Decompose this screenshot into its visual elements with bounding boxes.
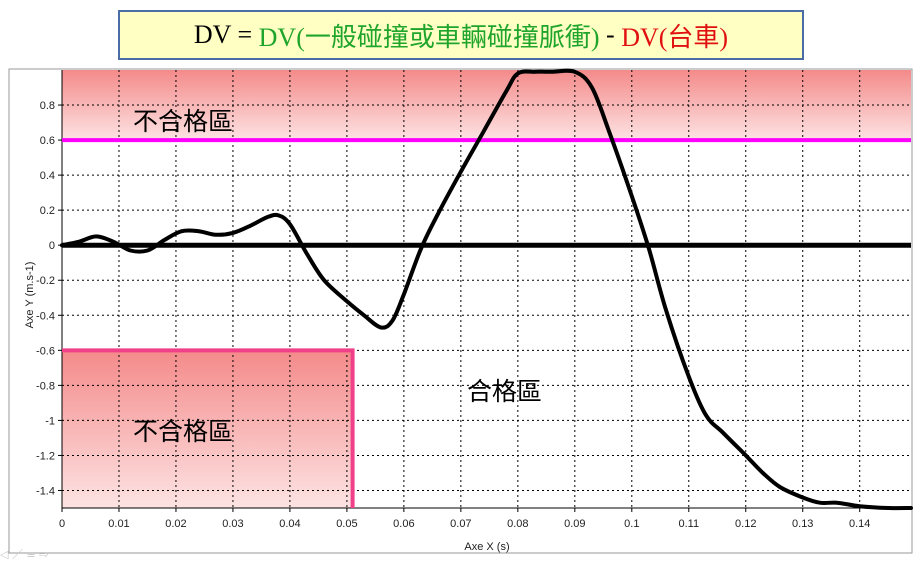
x-tick-label: 0.12 xyxy=(735,518,756,530)
x-tick-label: 0.02 xyxy=(165,518,186,530)
y-tick-label: -0.4 xyxy=(36,310,55,322)
menu-icon[interactable]: ≡ xyxy=(26,548,36,561)
formula-crash-pulse: DV(一般碰撞或車輛碰撞脈衝) xyxy=(258,22,600,52)
x-tick-label: 0.04 xyxy=(279,518,300,530)
x-tick-label: 0.13 xyxy=(792,518,813,530)
dv-curve xyxy=(60,68,913,511)
prev-arrow-icon[interactable]: ◁ xyxy=(0,548,9,561)
y-tick-label: -1.4 xyxy=(36,485,55,497)
next-arrow-icon[interactable]: ⇨ xyxy=(39,548,49,561)
x-tick-label: 0.07 xyxy=(450,518,471,530)
y-tick-label: 0.2 xyxy=(40,205,55,217)
formula-separator: - xyxy=(599,20,622,49)
x-tick-labels: 0 0.01 0.02 0.03 0.04 0.05 0.06 0.07 0.08 0.09 0.1… xyxy=(59,518,870,530)
formula-prefix: DV = xyxy=(193,20,259,49)
fail-zone-top-label: 不合格區 xyxy=(133,107,233,136)
fail-zone-bottom-label: 不合格區 xyxy=(133,417,233,446)
y-tick-label: 0.6 xyxy=(40,135,55,147)
x-axis-label: Axe X (s) xyxy=(464,541,509,553)
x-tick-label: 0.08 xyxy=(507,518,528,530)
y-tick-label: -0.2 xyxy=(36,275,55,287)
y-tick-label: 0 xyxy=(49,240,55,252)
axes xyxy=(61,70,911,509)
pen-icon[interactable]: ／ xyxy=(11,548,23,561)
y-tick-label: -1 xyxy=(45,415,55,427)
y-axis-label: Axe Y (m.s-1) xyxy=(24,262,36,329)
fail-zone-bottom xyxy=(62,350,353,508)
y-tick-labels: 0.8 0.6 0.4 0.2 0 -0.2 -0.4 -0.6 -0.8 -1 -1.2 -1.4 xyxy=(36,100,55,497)
x-tick-label: 0.14 xyxy=(849,518,870,530)
x-tick-label: 0.01 xyxy=(108,518,129,530)
x-tick-label: 0.05 xyxy=(336,518,357,530)
x-tick-label: 0.1 xyxy=(624,518,639,530)
y-tick-label: 0.8 xyxy=(40,100,55,112)
lower-limit-border xyxy=(62,348,355,508)
formula-title: DV = DV(一般碰撞或車輛碰撞脈衝) - DV(台車) xyxy=(118,10,804,60)
x-tick-label: 0.06 xyxy=(393,518,414,530)
x-tick-label: 0.03 xyxy=(222,518,243,530)
slide-nav-icons[interactable]: ◁ ／ ≡ ⇨ xyxy=(0,546,80,561)
x-tick-label: 0.09 xyxy=(564,518,585,530)
pass-zone-label: 合格區 xyxy=(467,377,542,406)
formula-sled: DV(台車) xyxy=(621,22,729,52)
y-tick-label: -0.6 xyxy=(36,345,55,357)
x-tick-label: 0 xyxy=(59,518,65,530)
y-tick-label: -1.2 xyxy=(36,450,55,462)
y-tick-label: 0.4 xyxy=(40,170,55,182)
y-tick-label: -0.8 xyxy=(36,380,55,392)
x-tick-label: 0.11 xyxy=(678,518,699,530)
